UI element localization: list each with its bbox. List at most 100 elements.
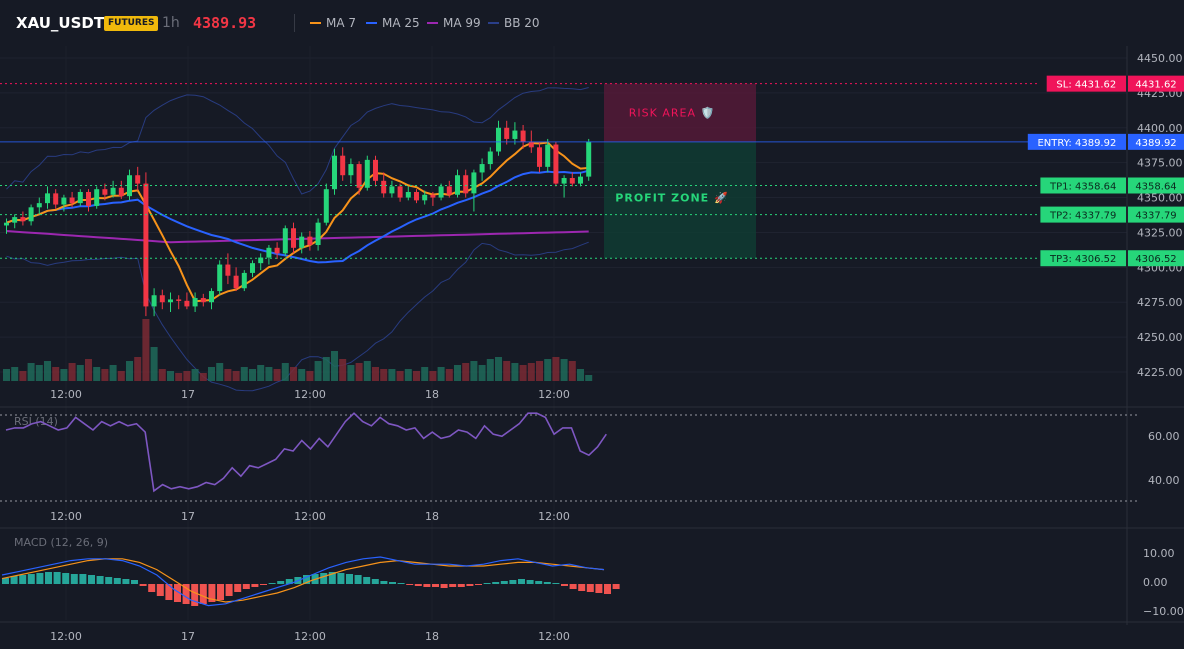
candle-body[interactable]	[291, 228, 296, 248]
volume-bar	[527, 363, 535, 381]
volume-bar	[404, 369, 412, 381]
candle-body[interactable]	[414, 191, 419, 201]
candle-body[interactable]	[323, 189, 329, 223]
candle-body[interactable]	[356, 164, 362, 188]
candle-body[interactable]	[364, 159, 370, 188]
candle-body[interactable]	[127, 175, 132, 197]
legend-label: MA 25	[382, 16, 420, 30]
candle-body[interactable]	[266, 247, 272, 258]
candle-body[interactable]	[225, 264, 231, 276]
candle-body[interactable]	[184, 300, 190, 307]
candle-body[interactable]	[586, 141, 592, 177]
candle-body[interactable]	[143, 183, 149, 307]
candle-body[interactable]	[20, 217, 26, 222]
candle-body[interactable]	[61, 197, 67, 205]
candle-body[interactable]	[463, 175, 469, 194]
candle-body[interactable]	[250, 263, 255, 273]
candle-body[interactable]	[209, 291, 214, 303]
candle-body[interactable]	[479, 164, 485, 173]
candle-body[interactable]	[299, 236, 305, 248]
candle-body[interactable]	[168, 299, 173, 303]
macd-histogram-bar	[466, 584, 474, 586]
candle-body[interactable]	[233, 275, 239, 289]
candle-body[interactable]	[553, 144, 559, 184]
candle-body[interactable]	[496, 127, 501, 152]
candle-body[interactable]	[217, 264, 223, 292]
timeframe-label[interactable]: 1h	[162, 15, 180, 31]
candle-body[interactable]	[86, 191, 91, 206]
risk-area-label: RISK AREA 🛡️	[629, 107, 715, 120]
candle-body[interactable]	[135, 175, 141, 184]
candle-body[interactable]	[561, 178, 567, 184]
candle-body[interactable]	[274, 247, 280, 254]
tp2-axis-value: 4337.79	[1135, 211, 1176, 222]
candle-body[interactable]	[537, 147, 542, 167]
candle-body[interactable]	[282, 228, 288, 254]
symbol-name[interactable]: XAU_USDT	[16, 14, 105, 32]
candle-body[interactable]	[102, 189, 108, 195]
candle-body[interactable]	[520, 130, 526, 142]
candle-body[interactable]	[438, 186, 444, 198]
candle-body[interactable]	[397, 186, 403, 198]
candle-body[interactable]	[348, 164, 354, 176]
macd-tick: −10.00	[1143, 605, 1184, 618]
candle-body[interactable]	[373, 159, 378, 181]
candle-body[interactable]	[512, 130, 518, 139]
candle-body[interactable]	[118, 187, 124, 197]
candle-body[interactable]	[430, 194, 436, 198]
time-tick: 12:00	[50, 388, 82, 401]
volume-bar	[568, 361, 576, 381]
macd-histogram-bar	[182, 584, 190, 604]
candle-body[interactable]	[36, 203, 42, 208]
volume-bar	[3, 369, 10, 381]
candle-body[interactable]	[569, 178, 575, 184]
candle-body[interactable]	[307, 236, 313, 246]
macd-histogram-bar	[268, 583, 276, 584]
candle-body[interactable]	[504, 127, 510, 139]
candle-body[interactable]	[4, 222, 9, 226]
candle-body[interactable]	[381, 180, 387, 194]
candle-body[interactable]	[69, 197, 75, 204]
candle-body[interactable]	[258, 257, 264, 264]
candle-body[interactable]	[528, 141, 534, 148]
macd-histogram-bar	[2, 578, 9, 584]
candle-body[interactable]	[110, 187, 116, 195]
candle-body[interactable]	[422, 194, 428, 201]
candle-body[interactable]	[77, 191, 83, 204]
candle-body[interactable]	[53, 193, 59, 205]
candle-body[interactable]	[176, 299, 182, 301]
volume-bar	[396, 371, 404, 381]
candle-body[interactable]	[159, 295, 165, 303]
candle-body[interactable]	[446, 186, 452, 195]
legend-ma99[interactable]: MA 99	[427, 16, 481, 30]
candle-body[interactable]	[405, 191, 411, 198]
volume-bar	[413, 371, 420, 381]
candle-body[interactable]	[340, 155, 346, 176]
candle-body[interactable]	[487, 151, 493, 165]
candle-body[interactable]	[315, 222, 321, 246]
candle-body[interactable]	[192, 298, 198, 307]
time-tick: 17	[181, 510, 195, 523]
candle-body[interactable]	[332, 155, 337, 190]
legend-ma25[interactable]: MA 25	[366, 16, 420, 30]
candle-body[interactable]	[578, 176, 583, 184]
candle-body[interactable]	[241, 272, 247, 289]
candle-body[interactable]	[389, 186, 395, 194]
macd-pane[interactable]: MACD (12, 26, 9) 10.00 0.00 −10.00	[1, 536, 1184, 618]
candlesticks[interactable]	[4, 120, 592, 317]
sl-tag-label: SL: 4431.62	[1056, 80, 1116, 91]
candle-body[interactable]	[12, 217, 18, 223]
volume-bar	[363, 361, 371, 381]
candle-body[interactable]	[45, 193, 50, 204]
candle-body[interactable]	[94, 189, 100, 206]
candle-body[interactable]	[200, 298, 206, 303]
candle-body[interactable]	[471, 172, 477, 194]
tp1-axis-tag	[1128, 177, 1184, 194]
candle-body[interactable]	[151, 295, 157, 307]
legend-ma7[interactable]: MA 7	[310, 16, 356, 30]
candle-body[interactable]	[545, 144, 551, 167]
candle-body[interactable]	[455, 175, 460, 195]
legend-bb20[interactable]: BB 20	[488, 16, 540, 30]
